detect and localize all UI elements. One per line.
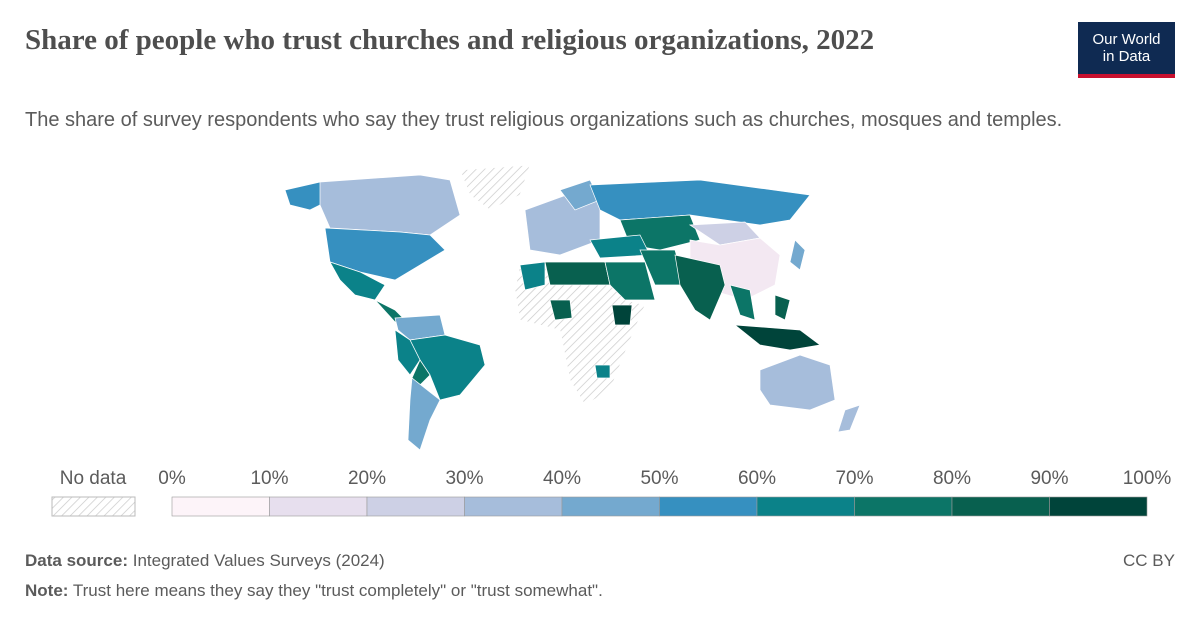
legend-tick-label: 50% (640, 468, 678, 489)
region[interactable] (459, 164, 531, 211)
legend-bin (561, 496, 660, 517)
source: Integrated Values Surveys (2024) (132, 551, 385, 570)
legend-bin (1049, 496, 1148, 517)
region[interactable] (594, 364, 611, 379)
region[interactable] (544, 261, 611, 286)
legend-tick-label: 0% (158, 468, 186, 489)
legend-bin (171, 496, 270, 517)
region[interactable] (394, 329, 421, 376)
region[interactable] (774, 294, 791, 321)
region[interactable] (319, 174, 461, 236)
no-data-label: No data (60, 468, 127, 489)
note-line: Note: Trust here means they say they "tr… (25, 576, 1175, 606)
legend-bin (854, 496, 953, 517)
legend-tick-label: 30% (445, 468, 483, 489)
footer: Data source: Integrated Values Surveys (… (25, 546, 1175, 606)
legend: No data 0% 10% 20% 30% 40% 50% 60% 70% 80% 90% 100… (51, 468, 1172, 517)
logo-line: in Data (1102, 48, 1151, 65)
region[interactable] (789, 239, 806, 271)
legend-bin (366, 496, 465, 517)
region[interactable] (589, 179, 811, 226)
legend-bin (756, 496, 855, 517)
logo[interactable]: Our World in Data (1078, 22, 1175, 78)
region[interactable] (519, 261, 546, 291)
legend-tick-label: 80% (933, 468, 971, 489)
note-label: Note: (25, 581, 69, 600)
world-map (284, 164, 861, 451)
region[interactable] (733, 324, 821, 351)
legend-tick-label: 70% (835, 468, 873, 489)
region[interactable] (549, 299, 573, 321)
legend-tick-label: 40% (543, 468, 581, 489)
source-line: Data source: Integrated Values Surveys (… (25, 546, 1175, 576)
legend-bin (951, 496, 1050, 517)
note: Trust here means they say they "trust co… (72, 581, 603, 600)
region[interactable] (759, 354, 836, 411)
legend-tick-label: 100% (1123, 468, 1172, 489)
legend-bin (464, 496, 563, 517)
source-label: Data source: (25, 551, 128, 570)
license[interactable]: CC BY (1123, 551, 1175, 570)
region[interactable] (674, 254, 726, 321)
subtitle: The share of survey respondents who say … (25, 109, 1063, 131)
legend-tick-label: 20% (348, 468, 386, 489)
title: Share of people who trust churches and r… (25, 24, 875, 56)
legend-tick-label: 90% (1030, 468, 1068, 489)
region[interactable] (837, 404, 861, 433)
logo-line: Our World (1092, 31, 1161, 48)
legend-tick-label: 10% (250, 468, 288, 489)
no-data-swatch (51, 496, 136, 517)
region[interactable] (611, 304, 633, 326)
legend-tick-label: 60% (738, 468, 776, 489)
region[interactable] (729, 284, 756, 321)
region[interactable] (407, 377, 441, 451)
region[interactable] (604, 261, 656, 301)
legend-bin (269, 496, 368, 517)
legend-bin (659, 496, 758, 517)
